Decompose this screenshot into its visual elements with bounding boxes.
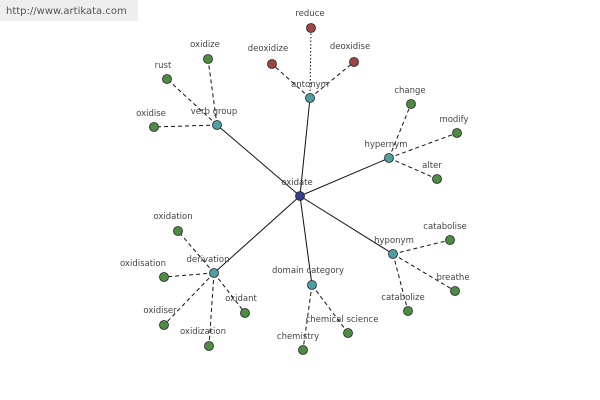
node [204,341,214,351]
node [349,57,359,67]
node-label: oxidate [281,178,313,188]
edge [208,272,215,347]
node [212,120,222,130]
node-label: chemical science [306,315,379,325]
node-label: derivation [186,255,229,265]
node [445,235,455,245]
node [173,226,183,236]
edge [388,103,412,159]
node-label: antonym [291,80,329,90]
node-label: oxidize [190,40,220,50]
node-label: oxidation [153,212,192,222]
node [159,320,169,330]
node-label: hyponym [374,236,414,246]
node-label: oxidise [136,109,166,119]
edge [309,27,312,99]
node [298,345,308,355]
node [307,280,317,290]
node [388,249,398,259]
edge [163,272,215,278]
node-label: alter [422,161,442,171]
node-label: rust [155,61,172,71]
node [450,286,460,296]
node-label: deoxidize [248,44,288,54]
node-label: verb group [191,107,238,117]
header-box [0,0,138,21]
node [159,272,169,282]
edge [216,124,301,197]
edge [302,284,313,351]
edge [213,272,246,314]
node-label: catabolise [423,222,466,232]
node [295,191,305,201]
node [306,23,316,33]
edge [392,253,409,312]
node-label: modify [439,115,468,125]
node-label: chemistry [277,332,319,342]
node-label: catabolize [381,293,424,303]
edge [163,272,215,326]
node-label: oxidisation [120,259,166,269]
edge [392,253,456,292]
header-url: http://www.artikata.com [6,6,127,17]
edge [299,195,394,255]
node [452,128,462,138]
edge [213,195,301,274]
node [432,174,442,184]
node-label: oxidization [180,327,226,337]
node [384,153,394,163]
node [209,268,219,278]
edge [299,157,390,197]
node [403,306,413,316]
node-label: hypernym [364,140,407,150]
edge [311,284,349,334]
edge [388,157,438,180]
edge [177,230,215,274]
edge [388,132,458,159]
node [343,328,353,338]
edge [166,78,218,126]
node-label: oxidiser [143,306,177,316]
edge [153,124,218,128]
edge [392,239,451,255]
node [203,54,213,64]
node [240,308,250,318]
node [149,122,159,132]
edge [299,195,313,286]
node [406,99,416,109]
edge [299,97,311,197]
edge [271,63,311,99]
node [267,59,277,69]
edge [309,61,355,99]
node-label: breathe [436,273,469,283]
node-label: domain category [272,266,344,276]
node-label: deoxidise [330,42,370,52]
node-label: oxidant [225,294,257,304]
node [162,74,172,84]
node-label: reduce [295,9,324,19]
node-label: change [394,86,425,96]
node [305,93,315,103]
